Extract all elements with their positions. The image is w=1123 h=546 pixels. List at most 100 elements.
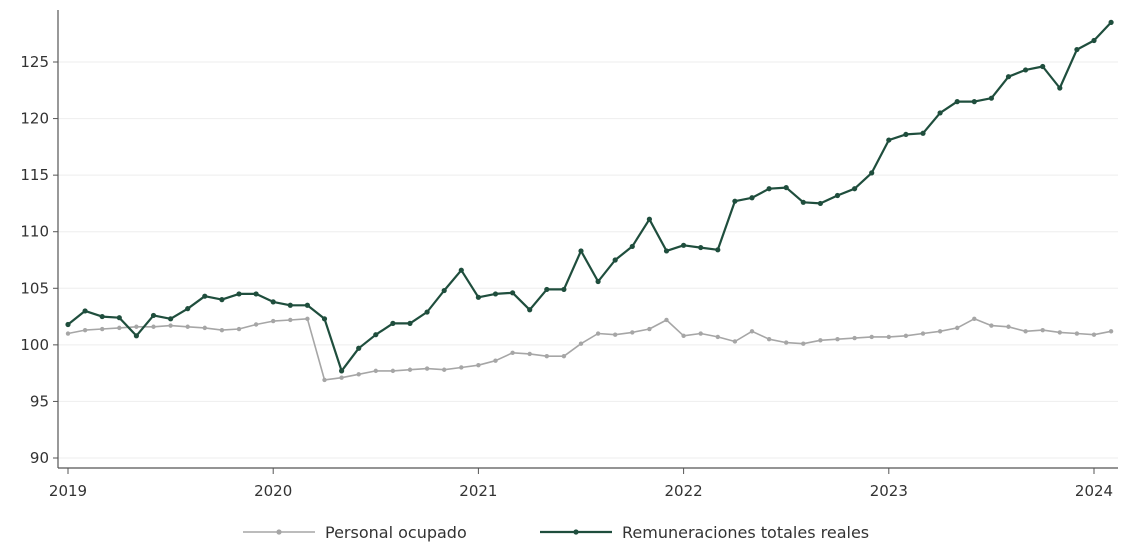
data-point <box>937 329 943 334</box>
y-tick-label: 115 <box>20 166 49 184</box>
data-point <box>476 363 481 368</box>
data-point <box>630 330 635 335</box>
data-point <box>509 290 516 296</box>
data-point <box>835 337 840 342</box>
data-point <box>1040 63 1046 70</box>
series-personal-ocupado <box>65 316 1114 383</box>
data-point <box>578 341 584 346</box>
data-point <box>168 323 173 328</box>
series-lines <box>65 19 1114 383</box>
data-point <box>424 366 430 371</box>
axes: 90 95 100 105 110 115 120 125 2019 2020 2021 2022 20… <box>20 10 1118 500</box>
data-point <box>715 247 721 253</box>
data-point <box>1074 46 1080 53</box>
data-point <box>322 377 327 383</box>
data-point <box>818 338 823 343</box>
data-point <box>732 339 738 344</box>
data-point <box>920 331 926 336</box>
data-point <box>150 312 157 319</box>
data-point <box>783 184 789 191</box>
data-point <box>766 337 772 342</box>
data-point <box>595 331 601 336</box>
data-point <box>1005 74 1012 80</box>
data-point <box>202 325 207 331</box>
data-point <box>749 195 755 201</box>
legend-label: Personal ocupado <box>325 523 467 542</box>
data-point <box>1108 329 1114 334</box>
data-point <box>407 367 413 372</box>
data-point <box>82 308 88 314</box>
data-point <box>271 318 276 324</box>
data-point <box>801 341 806 346</box>
data-point <box>955 325 960 331</box>
data-point <box>356 372 361 377</box>
data-point <box>852 186 858 192</box>
data-point <box>1091 332 1097 337</box>
data-point <box>886 137 892 143</box>
data-point <box>784 340 789 345</box>
legend: Personal ocupado Remuneraciones totales r… <box>243 523 869 542</box>
data-point <box>749 329 755 334</box>
data-point <box>321 316 328 322</box>
data-point <box>817 200 824 207</box>
data-point <box>527 351 532 357</box>
data-point <box>1023 67 1029 73</box>
data-point <box>1108 19 1114 25</box>
data-point <box>82 327 88 333</box>
legend-item-personal-ocupado: Personal ocupado <box>243 523 467 542</box>
data-point <box>133 333 139 339</box>
data-point <box>578 248 584 254</box>
data-point <box>732 198 738 204</box>
data-point <box>544 353 549 359</box>
data-point <box>492 291 499 297</box>
data-point <box>390 368 396 374</box>
legend-swatch-marker <box>573 529 579 535</box>
data-point <box>800 199 806 205</box>
data-point <box>305 316 310 322</box>
data-point <box>510 350 515 355</box>
data-point <box>116 315 122 321</box>
data-point <box>698 331 703 336</box>
data-point <box>1040 327 1045 333</box>
data-point <box>134 324 139 329</box>
y-tick-label: 95 <box>30 392 49 410</box>
data-point <box>1057 85 1063 91</box>
data-point <box>681 242 687 248</box>
data-point <box>442 367 447 372</box>
data-point <box>869 170 875 176</box>
data-point <box>663 248 670 254</box>
data-point <box>561 353 567 359</box>
data-point <box>339 375 344 380</box>
data-point <box>869 334 874 340</box>
data-point <box>698 244 704 251</box>
data-point <box>954 99 960 105</box>
data-point <box>339 368 345 374</box>
data-point <box>356 345 362 351</box>
x-tick-label: 2023 <box>870 482 908 500</box>
data-point <box>185 324 190 329</box>
series-remuneraciones-totales-reales <box>65 19 1114 374</box>
y-tick-label: 125 <box>20 53 49 71</box>
data-point <box>646 216 653 222</box>
data-point <box>236 291 242 297</box>
data-point <box>1091 37 1097 44</box>
data-point <box>185 306 191 312</box>
data-point <box>304 302 310 308</box>
data-point <box>852 335 857 341</box>
data-point <box>1023 329 1028 334</box>
x-tick-label: 2020 <box>254 482 292 500</box>
data-point <box>65 321 71 328</box>
data-point <box>612 257 618 263</box>
data-point <box>168 316 174 322</box>
series-line <box>67 317 1112 381</box>
data-point <box>390 320 396 326</box>
data-point <box>99 313 105 320</box>
data-point <box>253 322 259 327</box>
y-tick-label: 110 <box>20 223 49 241</box>
data-point <box>1006 324 1011 329</box>
data-point <box>715 334 720 340</box>
data-point <box>219 297 225 303</box>
data-point <box>424 309 430 315</box>
y-tick-label: 90 <box>30 449 49 467</box>
